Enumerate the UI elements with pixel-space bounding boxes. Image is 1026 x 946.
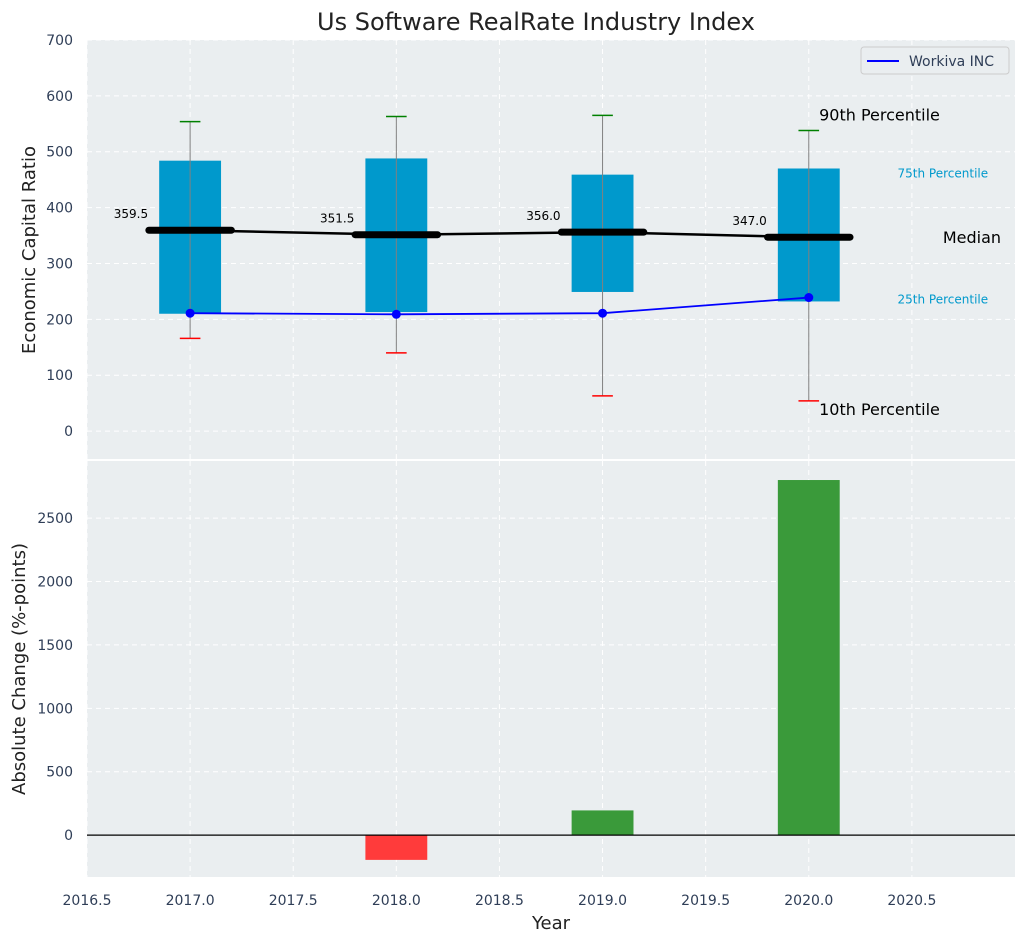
annotation-p10: 10th Percentile	[819, 400, 940, 419]
bottom-xtick-label: 2019.5	[681, 893, 730, 909]
median-line	[190, 228, 809, 239]
bottom-xtick-label: 2018.5	[475, 893, 524, 909]
top-ytick-label: 200	[46, 312, 73, 328]
bottom-panel: 0 500 1000 1500 2000 2500 2016.5 2017.0 2017.5 20…	[37, 461, 1015, 909]
top-ytick-label: 400	[46, 201, 73, 217]
annotation-p25: 25th Percentile	[898, 292, 989, 306]
series-point-workiva	[185, 308, 195, 318]
top-ytick-label: 300	[46, 256, 73, 272]
change-bar	[777, 480, 840, 836]
series-point-workiva	[804, 293, 814, 303]
top-axis-ylabel: Economic Capital Ratio	[19, 146, 40, 354]
top-panel: 0 100 200 300 400 500 600 700 359.5 351.5 356.0 347…	[46, 33, 1015, 459]
bottom-xtick-label: 2018.0	[372, 893, 421, 909]
bottom-ytick-label: 2500	[37, 511, 73, 527]
bottom-xtick-label: 2019.0	[578, 893, 627, 909]
change-bar	[571, 810, 634, 836]
top-plot-area	[87, 40, 1015, 459]
bottom-axis-ylabel: Absolute Change (%-points)	[9, 543, 30, 795]
annotation-p75: 75th Percentile	[898, 166, 989, 180]
bottom-ytick-label: 2000	[37, 574, 73, 590]
bottom-xtick-label: 2017.5	[269, 893, 318, 909]
bottom-xtick-label: 2020.0	[784, 893, 833, 909]
top-ytick-label: 500	[46, 145, 73, 161]
top-ytick-label: 100	[46, 368, 73, 384]
series-point-workiva	[598, 308, 608, 318]
top-ytick-label: 0	[64, 424, 73, 440]
bottom-xtick-label: 2017.0	[166, 893, 215, 909]
bottom-plot-area	[87, 461, 1015, 877]
bottom-ytick-label: 1500	[37, 638, 73, 654]
bottom-axis-xlabel: Year	[531, 913, 571, 934]
legend-box	[860, 46, 1010, 75]
median-value-label: 359.5	[114, 207, 148, 221]
top-ytick-label: 700	[46, 33, 73, 49]
change-bar	[365, 835, 428, 860]
bottom-xtick-label: 2016.5	[63, 893, 112, 909]
bottom-ytick-label: 1000	[37, 701, 73, 717]
median-value-label: 356.0	[526, 209, 560, 223]
series-line-workiva	[190, 296, 809, 316]
bottom-ytick-label: 500	[46, 765, 73, 781]
bottom-ytick-label: 0	[64, 828, 73, 844]
annotation-p90: 90th Percentile	[819, 106, 940, 125]
median-value-label: 347.0	[732, 214, 766, 228]
series-point-workiva	[391, 309, 401, 319]
top-ytick-label: 600	[46, 89, 73, 105]
median-value-label: 351.5	[320, 212, 354, 226]
annotation-median: Median	[943, 228, 1001, 247]
chart-title: Us Software RealRate Industry Index	[317, 8, 755, 36]
bottom-xtick-label: 2020.5	[887, 893, 936, 909]
legend-label-workiva: Workiva INC	[909, 54, 994, 70]
